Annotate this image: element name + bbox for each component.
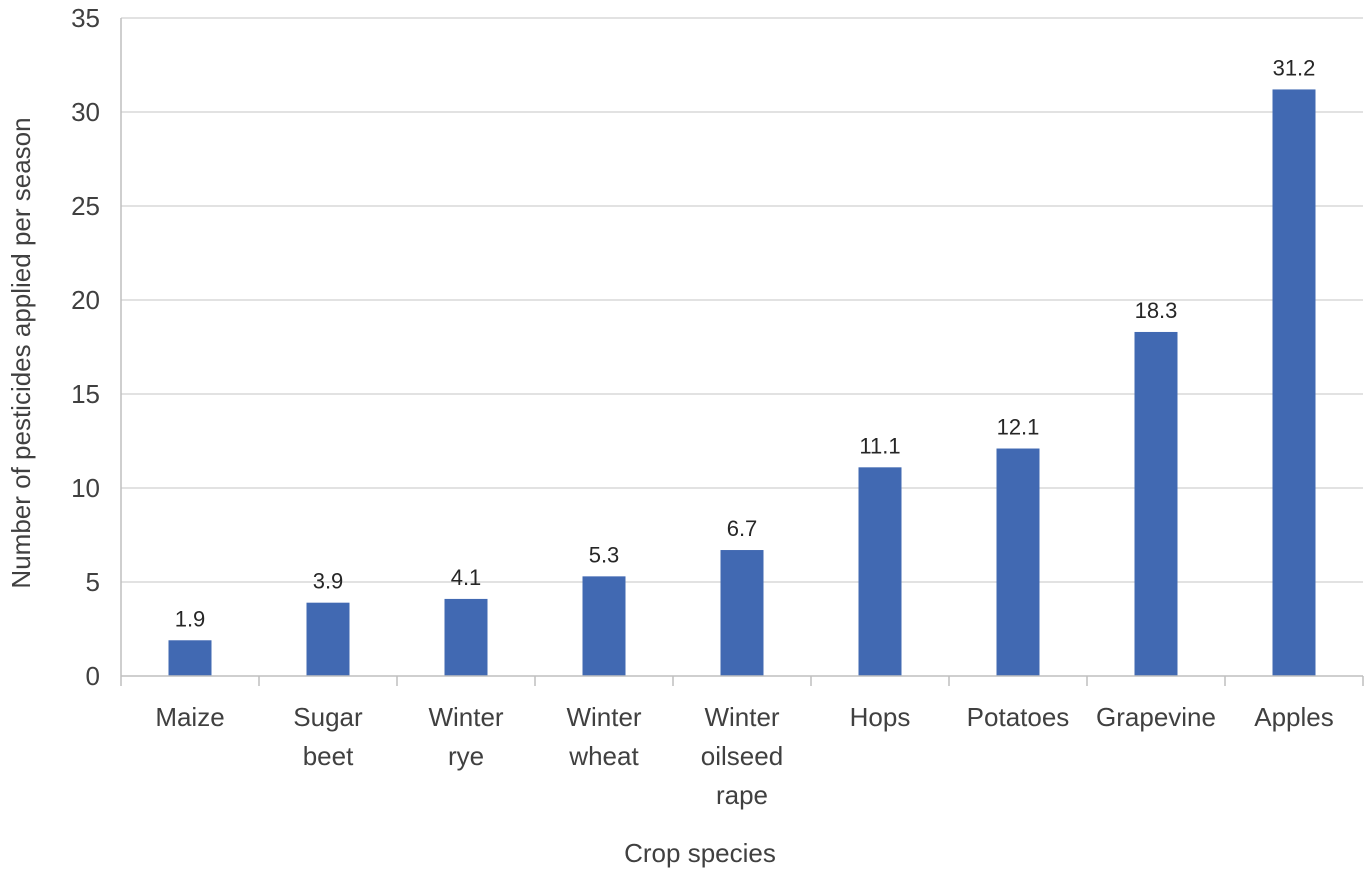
gridlines [121, 17, 1363, 583]
x-tick-label: Sugar beet [293, 702, 363, 771]
x-tick-label-line: Winter [704, 702, 779, 732]
x-tick-label: Winter oilseed rape [701, 702, 783, 810]
y-tick-label: 15 [71, 379, 100, 409]
x-tick-label-line: wheat [568, 741, 639, 771]
bar [1134, 331, 1178, 676]
x-tick-label-line: Sugar [293, 702, 363, 732]
data-label: 5.3 [589, 542, 620, 567]
x-tick-label: Maize [155, 702, 224, 732]
x-axis-title: Crop species [624, 838, 776, 868]
y-tick-label: 5 [86, 567, 100, 597]
data-label: 12.1 [997, 415, 1040, 440]
x-tick-label-line: oilseed [701, 741, 783, 771]
x-tick-label-line: rape [716, 780, 768, 810]
y-tick-label: 25 [71, 191, 100, 221]
labels: 0 5 10 15 20 25 30 35 1.9 Maize 3.9 Sugar beet 4.1 Win… [71, 3, 1334, 810]
x-tick-label-line: Potatoes [967, 702, 1070, 732]
y-tick-label: 20 [71, 285, 100, 315]
bars [168, 89, 1316, 676]
y-axis-title: Number of pesticides applied per season [6, 117, 36, 588]
bar [444, 598, 488, 676]
x-tick-label: Apples [1254, 702, 1334, 732]
data-label: 18.3 [1135, 298, 1178, 323]
bar [858, 467, 902, 676]
bar [168, 640, 212, 676]
data-label: 1.9 [175, 606, 206, 631]
x-tick-label: Winter wheat [566, 702, 641, 771]
data-label: 11.1 [859, 433, 900, 458]
x-tick-label-line: Hops [850, 702, 911, 732]
x-tick-label: Hops [850, 702, 911, 732]
x-tick-label: Winter rye [428, 702, 503, 771]
y-tick-label: 30 [71, 97, 100, 127]
x-tick-label-line: Maize [155, 702, 224, 732]
data-label: 6.7 [727, 516, 758, 541]
y-tick-label: 35 [71, 3, 100, 33]
y-tick-label: 0 [86, 661, 100, 691]
x-tick-label: Potatoes [967, 702, 1070, 732]
axes [120, 18, 1364, 686]
x-tick-label-line: beet [303, 741, 354, 771]
x-tick-label-line: Grapevine [1096, 702, 1216, 732]
bar [720, 550, 764, 676]
data-label: 4.1 [451, 565, 482, 590]
x-tick-label-line: Apples [1254, 702, 1334, 732]
bar [582, 576, 626, 676]
x-tick-label-line: rye [448, 741, 484, 771]
bar [306, 602, 350, 676]
x-tick-label-line: Winter [566, 702, 641, 732]
data-label: 31.2 [1273, 55, 1316, 80]
x-tick-label: Grapevine [1096, 702, 1216, 732]
bar [996, 448, 1040, 676]
x-tick-label-line: Winter [428, 702, 503, 732]
data-label: 3.9 [313, 569, 344, 594]
y-tick-label: 10 [71, 473, 100, 503]
bar [1272, 89, 1316, 676]
